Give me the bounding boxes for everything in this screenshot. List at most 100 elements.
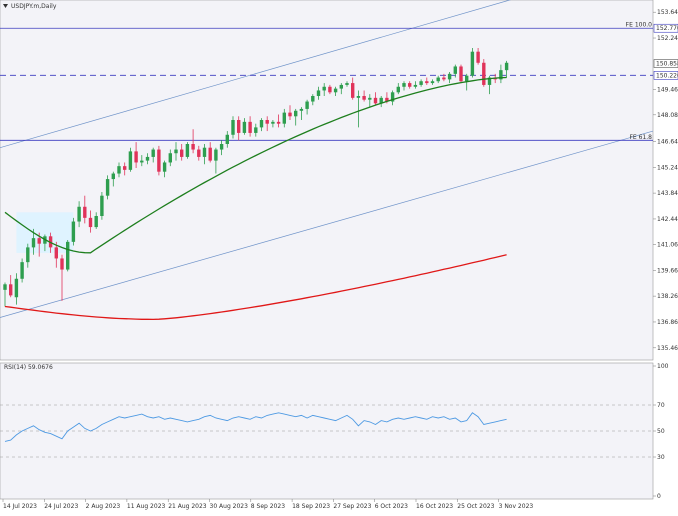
candle-body — [385, 97, 389, 102]
candle-body — [499, 70, 503, 80]
y-tick-label: 142.440 — [657, 216, 678, 223]
candle-body — [54, 247, 58, 259]
price-pane — [0, 0, 654, 361]
level-price-tag-0: 152.770 — [656, 25, 678, 32]
candle-body — [225, 134, 229, 144]
candle-body — [180, 149, 184, 157]
candle-body — [134, 151, 138, 163]
candle-body — [31, 238, 36, 248]
candle-body — [305, 101, 309, 109]
candle-body — [254, 127, 258, 133]
candle-body — [482, 62, 486, 85]
level-label-2: FE 61.8 — [629, 134, 652, 141]
x-tick-label: 16 Oct 2023 — [416, 503, 453, 510]
x-tick-label: 30 Aug 2023 — [210, 503, 249, 510]
rsi-y-tick-label: 0 — [657, 493, 661, 500]
candle-body — [219, 144, 224, 150]
candle-body — [60, 258, 64, 270]
rsi-y-tick-label: 70 — [657, 402, 665, 409]
candle-body — [476, 51, 480, 63]
channel-upper-line — [0, 0, 512, 149]
candle-body — [197, 149, 201, 157]
x-tick-label: 14 Jul 2023 — [3, 503, 37, 510]
candle-body — [237, 120, 241, 133]
x-tick-label: 6 Oct 2023 — [375, 503, 408, 510]
candle-body — [26, 247, 30, 263]
candle-body — [14, 278, 19, 298]
candle-body — [430, 81, 435, 84]
candle-body — [168, 153, 172, 163]
candle-body — [259, 120, 264, 128]
candle-body — [504, 62, 509, 71]
x-tick-label: 18 Sep 2023 — [292, 503, 330, 510]
candle-body — [487, 77, 492, 85]
candle-body — [408, 83, 412, 87]
y-tick-label: 138.260 — [657, 293, 678, 300]
last-price-tag-box — [653, 59, 678, 68]
candle-body — [373, 97, 378, 104]
x-tick-label: 21 Aug 2023 — [168, 503, 207, 510]
candle-body — [77, 206, 81, 222]
rsi-y-tick-label: 30 — [657, 454, 665, 461]
y-tick-label: 152.240 — [657, 35, 678, 42]
y-tick-label: 139.660 — [657, 267, 678, 274]
candle-body — [231, 120, 235, 135]
candle-body — [174, 149, 178, 154]
candle-body — [470, 51, 475, 76]
candle-body — [299, 108, 304, 111]
candle-body — [453, 66, 457, 74]
candle-body — [288, 112, 292, 117]
candle-body — [128, 151, 133, 170]
candle-body — [100, 195, 104, 216]
x-tick-label: 24 Jul 2023 — [44, 503, 78, 510]
candle-body — [282, 112, 286, 124]
y-tick-label: 143.840 — [657, 190, 678, 197]
candle-body — [396, 86, 400, 93]
rsi-label: RSI(14) 59.0676 — [4, 364, 53, 371]
candle-body — [465, 75, 469, 82]
candle-body — [123, 166, 127, 170]
candle-body — [37, 238, 41, 244]
dropdown-triangle-icon[interactable] — [3, 4, 8, 8]
candle-body — [311, 96, 315, 102]
candle-body — [379, 97, 383, 104]
last-price-tag: 150.858 — [656, 61, 678, 68]
y-tick-label: 145.240 — [657, 164, 678, 171]
level-price-tag-box-1 — [653, 71, 678, 80]
candle-body — [94, 216, 98, 228]
candle-body — [248, 121, 252, 133]
ma-fast-line — [4, 76, 507, 254]
candle-body — [265, 120, 269, 124]
rsi-line — [4, 412, 507, 442]
candle-body — [333, 88, 338, 93]
y-tick-label: 146.640 — [657, 138, 678, 145]
candle-body — [322, 86, 326, 91]
x-tick-label: 3 Nov 2023 — [499, 503, 534, 510]
candle-body — [88, 217, 93, 228]
level-price-tag-1: 150.220 — [656, 72, 678, 79]
candle-body — [105, 179, 110, 196]
x-tick-label: 25 Oct 2023 — [457, 503, 494, 510]
candle-body — [271, 121, 275, 124]
candle-body — [185, 144, 190, 157]
candle-body — [419, 81, 423, 85]
candle-body — [413, 84, 418, 87]
symbol-label: USDJPY.m,Daily — [11, 3, 57, 10]
rsi-y-tick-label: 50 — [657, 428, 665, 435]
candle-body — [356, 96, 361, 98]
y-tick-label: 153.640 — [657, 9, 678, 16]
x-tick-label: 2 Aug 2023 — [86, 503, 121, 510]
level-label-0: FE 100.0 — [626, 22, 653, 29]
candle-body — [316, 90, 321, 96]
candle-body — [162, 162, 167, 172]
candle-body — [351, 83, 355, 98]
y-tick-label: 136.860 — [657, 319, 678, 326]
candle-body — [214, 149, 218, 161]
rsi-y-tick-label: 100 — [657, 363, 669, 370]
candle-body — [117, 166, 121, 174]
candle-body — [362, 96, 366, 100]
y-tick-label: 141.060 — [657, 241, 678, 248]
candle-body — [151, 149, 155, 157]
candle-body — [202, 147, 207, 157]
